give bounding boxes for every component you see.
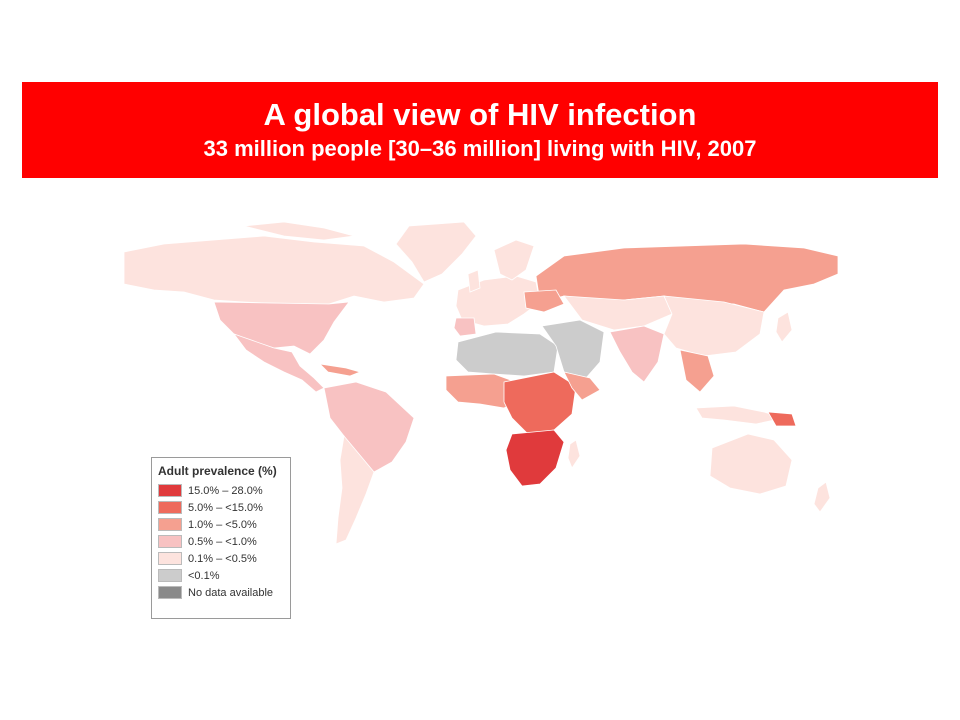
legend-items: 15.0% – 28.0% 5.0% – <15.0% 1.0% – <5.0% 0.… xyxy=(152,482,290,601)
region-west-africa xyxy=(445,373,521,409)
legend-item: 15.0% – 28.0% xyxy=(158,482,290,499)
region-southeast-asia xyxy=(679,349,715,393)
legend-label: 0.5% – <1.0% xyxy=(188,535,257,548)
region-arctic-islands xyxy=(243,222,355,241)
legend-swatch xyxy=(158,501,182,514)
region-china xyxy=(663,295,765,357)
region-central-asia xyxy=(563,295,673,331)
legend-item: 0.1% – <0.5% xyxy=(158,550,290,567)
legend-item: No data available xyxy=(158,584,290,601)
legend-item: 5.0% – <15.0% xyxy=(158,499,290,516)
region-iberia xyxy=(453,317,477,337)
region-south-america-north xyxy=(323,381,415,473)
region-new-zealand xyxy=(813,481,831,513)
region-madagascar xyxy=(567,439,581,469)
legend-title: Adult prevalence (%) xyxy=(158,464,277,478)
region-greenland xyxy=(395,222,477,283)
region-scandinavia xyxy=(493,239,535,281)
legend-swatch xyxy=(158,586,182,599)
legend-label: 0.1% – <0.5% xyxy=(188,552,257,565)
region-indonesia xyxy=(695,405,785,425)
legend-swatch xyxy=(158,535,182,548)
page-title: A global view of HIV infection xyxy=(263,97,697,132)
region-south-asia xyxy=(609,325,665,383)
region-north-africa xyxy=(455,331,559,377)
legend-item: 0.5% – <1.0% xyxy=(158,533,290,550)
legend-item: <0.1% xyxy=(158,567,290,584)
region-ukraine xyxy=(523,289,565,313)
legend-swatch xyxy=(158,484,182,497)
region-middle-east xyxy=(541,319,605,379)
legend-label: <0.1% xyxy=(188,569,220,582)
title-banner: A global view of HIV infection 33 millio… xyxy=(22,82,938,178)
legend-swatch xyxy=(158,518,182,531)
legend-swatch xyxy=(158,569,182,582)
region-australia xyxy=(709,433,793,495)
legend-swatch xyxy=(158,552,182,565)
region-southern-africa xyxy=(505,429,565,487)
region-japan xyxy=(775,311,793,343)
legend-label: No data available xyxy=(188,586,274,599)
region-central-africa xyxy=(503,371,577,435)
world-map xyxy=(124,222,838,545)
map-legend: Adult prevalence (%) 15.0% – 28.0% 5.0% –… xyxy=(151,457,291,619)
legend-item: 1.0% – <5.0% xyxy=(158,516,290,533)
legend-label: 1.0% – <5.0% xyxy=(188,518,257,531)
region-south-america-south xyxy=(335,435,375,545)
page-subtitle: 33 million people [30–36 million] living… xyxy=(203,136,757,161)
legend-label: 15.0% – 28.0% xyxy=(188,484,263,497)
region-mexico xyxy=(232,333,325,393)
region-uk xyxy=(467,269,481,293)
region-canada xyxy=(124,235,425,305)
region-horn-of-africa xyxy=(563,371,601,401)
region-caribbean xyxy=(318,363,362,377)
legend-label: 5.0% – <15.0% xyxy=(188,501,263,514)
region-usa xyxy=(213,301,350,355)
region-papua xyxy=(767,411,797,427)
